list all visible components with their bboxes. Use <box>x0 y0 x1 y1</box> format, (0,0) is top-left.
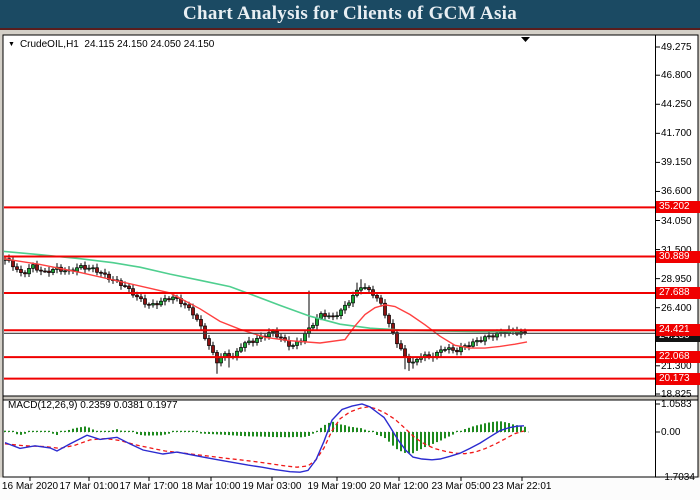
macd-axis-tick: 0.00 <box>661 427 681 438</box>
price-axis-tick: 34.050 <box>661 215 692 227</box>
price-axis-tick: 26.400 <box>661 302 692 314</box>
price-level-label: 35.202 <box>656 201 700 214</box>
price-level-label: 24.421 <box>656 324 700 337</box>
price-level-label: 30.889 <box>656 250 700 263</box>
symbol-timeframe-label: CrudeOIL,H1 <box>19 39 79 50</box>
time-axis-label: 20 Mar 12:00 <box>369 481 429 492</box>
price-axis-tick: 39.150 <box>661 157 692 169</box>
chart-shift-marker-icon <box>521 37 530 42</box>
time-axis-label: 17 Mar 17:00 <box>119 481 179 492</box>
price-axis-tick: 31.500 <box>661 245 698 256</box>
time-axis-label: 18 Mar 10:00 <box>181 481 241 492</box>
time-axis-label: 16 Mar 2020 <box>1 481 59 492</box>
macd-axis-tick: -1.7034 <box>661 472 695 484</box>
price-level-label: 27.688 <box>656 287 700 299</box>
time-axis-label: 23 Mar 05:00 <box>431 481 491 492</box>
price-axis-tick: 41.700 <box>661 128 692 140</box>
symbol-dropdown-icon[interactable]: ▼ <box>8 41 15 48</box>
macd-indicator-label: MACD(12,26,9) 0.2359 0.0381 0.1977 <box>8 400 178 411</box>
price-axis-tick: 46.800 <box>661 70 692 82</box>
price-axis-tick: 28.950 <box>661 273 692 285</box>
window-title: Chart Analysis for Clients of GCM Asia <box>0 0 700 30</box>
price-axis-tick: 18.825 <box>661 389 692 400</box>
time-axis-label: 23 Mar 22:01 <box>492 481 552 492</box>
price-axis-tick: 36.600 <box>661 186 692 198</box>
macd-axis-tick: 1.0583 <box>661 399 692 410</box>
time-axis-label: 17 Mar 01:00 <box>59 481 119 492</box>
chart-header: ▼ CrudeOIL,H1 24.115 24.150 24.050 24.150 <box>8 39 214 50</box>
price-axis-tick: 44.250 <box>661 99 692 111</box>
ohlc-values: 24.115 24.150 24.050 24.150 <box>84 39 215 50</box>
time-axis-label: 19 Mar 19:00 <box>307 481 367 492</box>
price-axis-tick: 21.300 <box>661 360 692 372</box>
price-level-label: 20.173 <box>656 372 700 385</box>
price-axis-tick: 49.275 <box>661 42 692 53</box>
time-axis-label: 19 Mar 03:00 <box>242 481 302 492</box>
price-level-label: 22.068 <box>656 351 700 364</box>
